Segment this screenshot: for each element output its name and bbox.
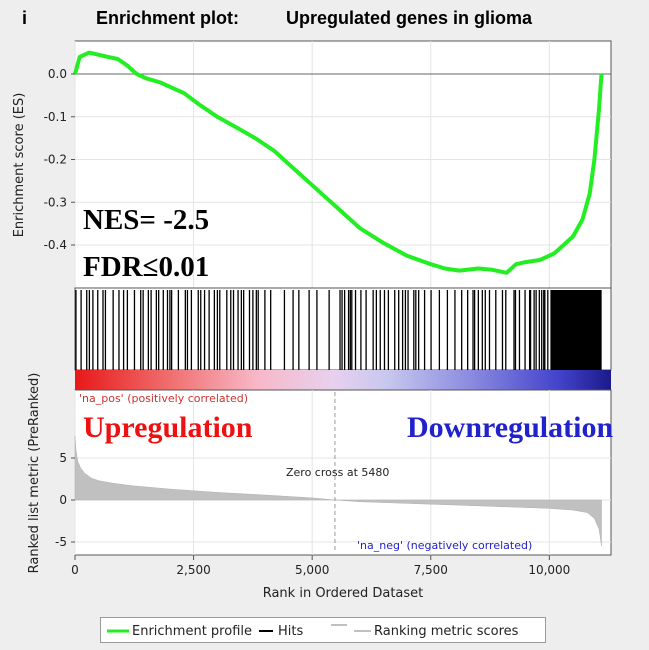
es-y-tick-label: -0.3 — [44, 195, 67, 209]
pos-correlated-label: 'na_pos' (positively correlated) — [79, 392, 248, 405]
legend-ranking-label: Ranking metric scores — [374, 624, 519, 639]
es-y-tick-label: -0.1 — [44, 110, 67, 124]
metric-y-axis-label: Ranked list metric (PreRanked) — [27, 373, 42, 574]
legend: Enrichment profile Hits Ranking metric s… — [100, 617, 546, 643]
es-y-tick-label: -0.2 — [44, 153, 67, 167]
nes-annotation: NES= -2.5 — [83, 204, 209, 236]
x-tick-label: 7,500 — [414, 563, 448, 577]
x-ticks: 0 2,500 5,000 7,500 10,000 — [71, 555, 570, 577]
upregulation-label: Upregulation — [83, 411, 253, 444]
metric-y-tick-label: -5 — [55, 535, 67, 549]
x-tick-label: 0 — [71, 563, 79, 577]
legend-hits-label: Hits — [278, 624, 303, 639]
metric-y-tick-label: 5 — [59, 451, 67, 465]
fdr-annotation: FDR≤0.01 — [83, 251, 209, 283]
es-y-ticks: 0.0 -0.1 -0.2 -0.3 -0.4 — [44, 67, 75, 252]
hit-markers — [75, 290, 602, 370]
x-axis-label: Rank in Ordered Dataset — [263, 586, 424, 601]
es-gridlines — [74, 41, 611, 288]
metric-panel — [74, 389, 612, 556]
zero-cross-label: Zero cross at 5480 — [286, 466, 389, 479]
legend-enrichment-label: Enrichment profile — [132, 624, 252, 639]
panel-letter: i — [22, 8, 27, 28]
es-y-tick-label: 0.0 — [48, 67, 67, 81]
metric-y-ticks: 5 0 -5 — [55, 451, 75, 549]
x-tick-label: 5,000 — [295, 563, 329, 577]
ranking-metric-area — [74, 436, 602, 547]
es-y-tick-label: -0.4 — [44, 238, 67, 252]
metric-y-tick-label: 0 — [59, 493, 67, 507]
enrichment-profile-line — [73, 50, 604, 275]
ranking-color-bar — [75, 370, 611, 390]
chart-title-bold: Enrichment plot: — [96, 8, 239, 28]
x-tick-label: 10,000 — [528, 563, 570, 577]
chart-title-rest: Upregulated genes in glioma — [286, 8, 533, 28]
x-tick-label: 2,500 — [176, 563, 210, 577]
legend-svg: Enrichment profile Hits Ranking metric s… — [107, 624, 519, 639]
neg-correlated-label: 'na_neg' (negatively correlated) — [357, 539, 532, 552]
es-y-axis-label: Enrichment score (ES) — [12, 93, 27, 238]
downregulation-label: Downregulation — [407, 411, 613, 444]
